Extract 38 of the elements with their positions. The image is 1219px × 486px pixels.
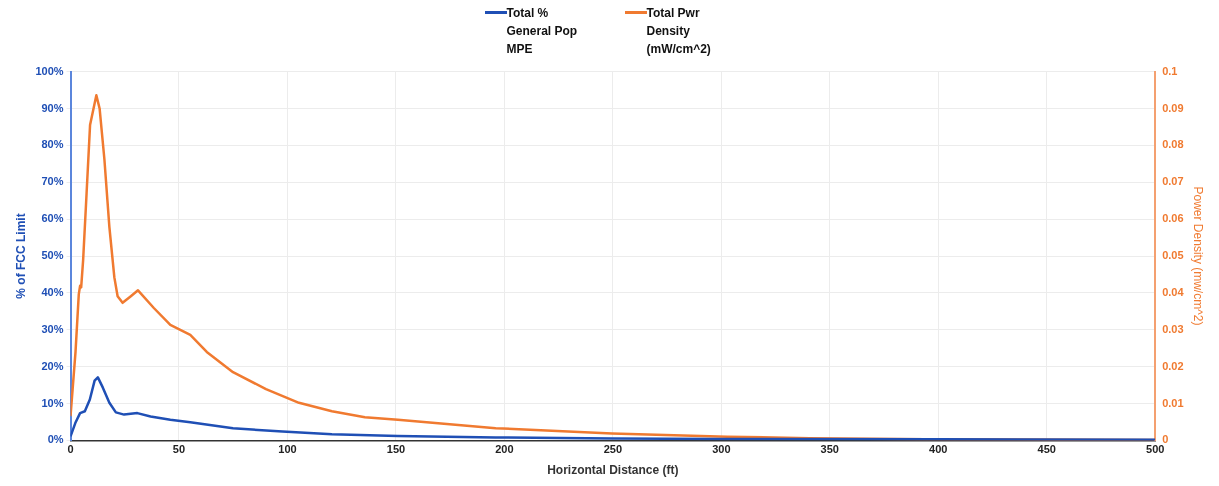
y2-tick-label: 0.1 [1162, 64, 1178, 77]
y2-tick-label: 0.08 [1162, 138, 1184, 151]
x-tick-label: 350 [820, 443, 839, 456]
y2-tick-label: 0.03 [1162, 322, 1184, 335]
y-tick-label: 70% [41, 175, 64, 188]
x-tick-label: 500 [1146, 443, 1165, 456]
x-tick-label: 250 [603, 443, 623, 456]
y2-tick-label: 0.05 [1162, 249, 1184, 262]
y-tick-label: 20% [41, 359, 64, 372]
y-tick-label: 90% [41, 101, 64, 114]
y2-tick-label: 0.01 [1162, 396, 1184, 409]
x-tick-label: 50 [172, 443, 186, 456]
y2-tick-label: 0.07 [1162, 175, 1184, 188]
x-axis-title: Horizontal Distance (ft) [547, 463, 679, 478]
x-tick-label: 200 [495, 443, 514, 456]
x-tick-label: 450 [1037, 443, 1056, 456]
y-tick-label: 0% [47, 433, 64, 446]
legend-label: Total Pwr Density (mW/cm^2) [646, 5, 712, 58]
y2-tick-label: 0.06 [1162, 212, 1184, 225]
x-tick-label: 100 [278, 443, 297, 456]
x-tick-label: 0 [67, 443, 74, 456]
y2-tick-label: 0.09 [1162, 101, 1184, 114]
y-tick-label: 30% [41, 322, 64, 335]
y2-tick-label: 0 [1162, 433, 1169, 446]
y-tick-label: 100% [35, 64, 64, 77]
y-tick-label: 50% [41, 249, 64, 262]
y-tick-label: 60% [41, 212, 64, 225]
x-tick-label: 400 [929, 443, 948, 456]
x-tick-label: 150 [386, 443, 406, 456]
y-tick-label: 40% [41, 285, 64, 298]
legend-label: Total % General Pop MPE [506, 5, 579, 58]
y2-tick-label: 0.04 [1162, 285, 1185, 298]
x-tick-label: 300 [712, 443, 731, 456]
y-tick-label: 10% [41, 396, 64, 409]
y-axis-title: % of FCC Limit [13, 213, 28, 299]
y2-tick-label: 0.02 [1162, 359, 1184, 372]
y2-axis-title: Power Density (mw/cm^2) [1191, 186, 1206, 326]
y-tick-label: 80% [41, 138, 64, 151]
